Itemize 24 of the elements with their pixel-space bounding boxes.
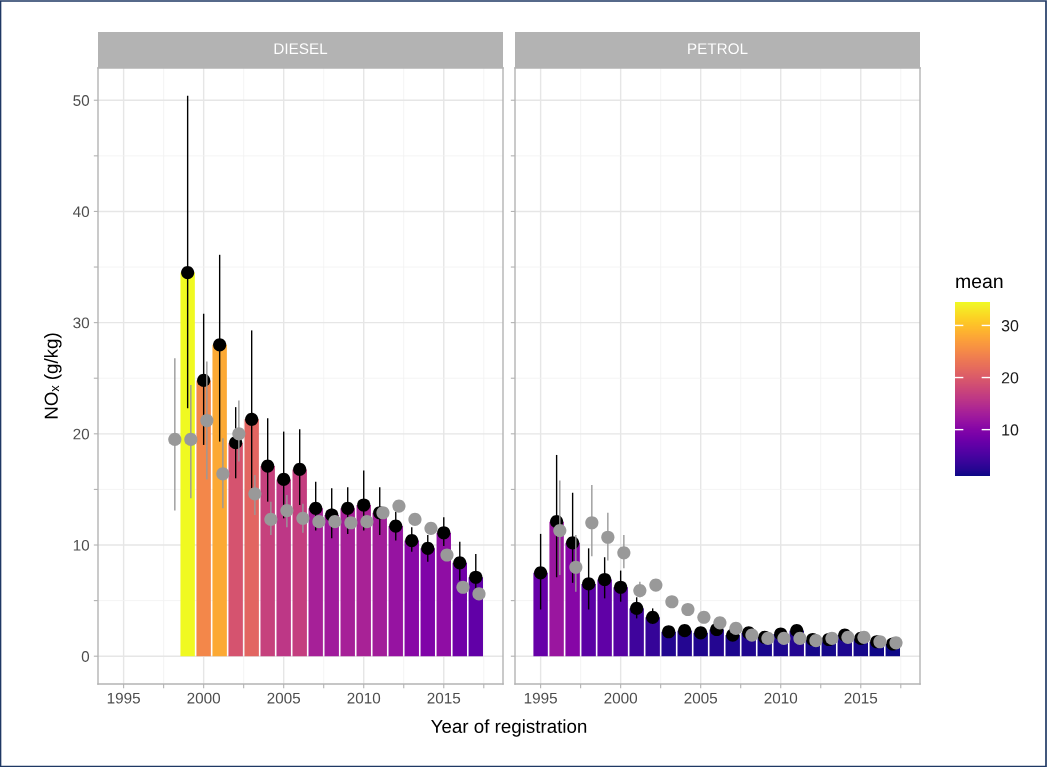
- color-bar-label: 10: [1002, 424, 1019, 436]
- chart-title: PETROL: [688, 43, 748, 55]
- x-tick-label: 2015: [844, 692, 878, 704]
- x-tick-label: 2015: [427, 692, 461, 704]
- y-tick-label: 10: [73, 539, 90, 551]
- x-tick-label: 2000: [604, 692, 638, 704]
- y-tick-label: 20: [73, 428, 90, 440]
- y-tick-label: 50: [73, 95, 90, 106]
- color-bar-label: 30: [1001, 320, 1019, 332]
- x-tick-label: 2000: [187, 692, 221, 704]
- x-tick-label: 1995: [524, 692, 557, 704]
- color-bar-label: 20: [1001, 372, 1019, 384]
- y-tick-label: 30: [73, 317, 90, 329]
- y-tick-label: 0: [81, 651, 90, 662]
- x-tick-label: 1995: [107, 692, 140, 704]
- y-tick-label: 40: [73, 206, 90, 218]
- x-tick-label: 2005: [267, 692, 301, 704]
- x-tick-label: 2010: [764, 692, 798, 704]
- x-axis-title: Year of registration: [431, 719, 587, 737]
- chart-title: DIESEL: [274, 43, 328, 55]
- x-tick-label: 2005: [684, 692, 718, 704]
- x-tick-label: 2010: [347, 692, 381, 704]
- y-axis-title: NOₓ (g/kg): [44, 333, 62, 419]
- color-bar-title: mean: [956, 277, 1003, 289]
